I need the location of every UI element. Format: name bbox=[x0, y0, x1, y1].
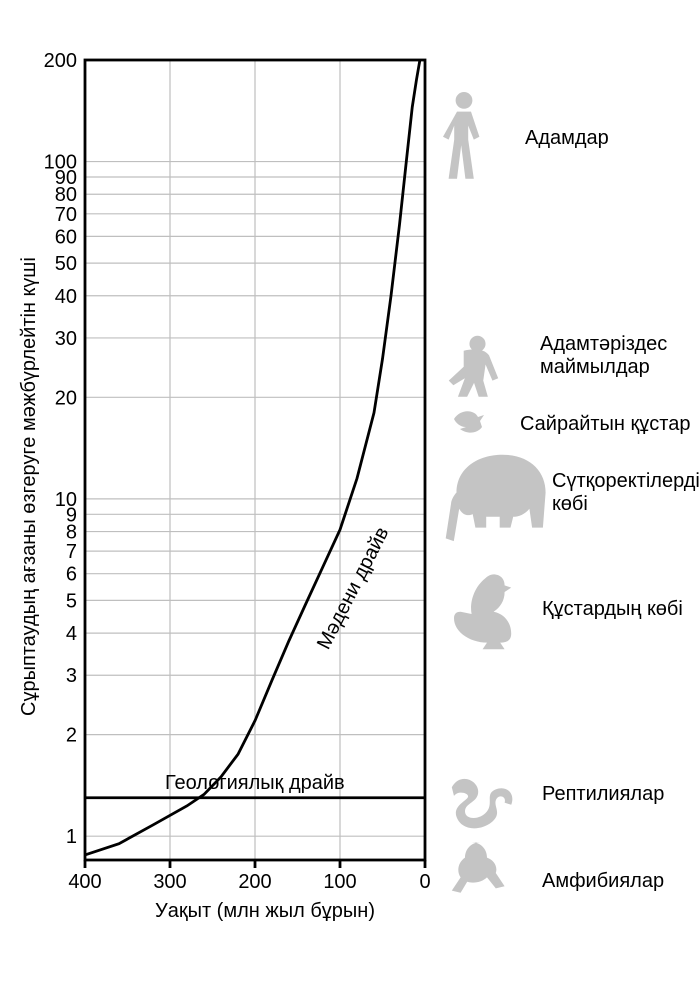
geo-line-label: Геологиялық драйв bbox=[165, 772, 345, 795]
bird-label: Сайрайтын құстар bbox=[520, 413, 690, 436]
snake-label: Рептилиялар bbox=[542, 783, 664, 806]
y-axis-label: Сұрыптаудың ағзаны өзгеруге мәжбүрлейтін… bbox=[18, 257, 41, 716]
bird-icon bbox=[454, 411, 484, 432]
y-tick-label: 4 bbox=[66, 623, 77, 645]
y-tick-label: 3 bbox=[66, 665, 77, 687]
y-tick-label: 30 bbox=[55, 328, 77, 350]
y-tick-label: 5 bbox=[66, 590, 77, 612]
x-tick-label: 300 bbox=[153, 871, 186, 893]
y-tick-label: 1 bbox=[66, 826, 77, 848]
goose-icon bbox=[454, 574, 511, 649]
y-tick-label: 200 bbox=[44, 50, 77, 72]
frog-label: Амфибиялар bbox=[542, 870, 664, 893]
y-tick-label: 60 bbox=[55, 226, 77, 248]
y-tick-label: 40 bbox=[55, 286, 77, 308]
y-tick-label: 7 bbox=[66, 541, 77, 563]
snake-icon bbox=[452, 779, 513, 828]
x-axis-label: Уақыт (млн жыл бұрын) bbox=[155, 900, 375, 923]
ape-label: Адамтәріздесмаймылдар bbox=[540, 333, 667, 379]
x-tick-label: 400 bbox=[68, 871, 101, 893]
x-tick-label: 100 bbox=[323, 871, 356, 893]
y-tick-label: 50 bbox=[55, 253, 77, 275]
human-label: Адамдар bbox=[525, 127, 609, 150]
y-tick-label: 100 bbox=[44, 152, 77, 174]
y-tick-label: 70 bbox=[55, 204, 77, 226]
goose-label: Құстардың көбі bbox=[542, 598, 683, 621]
human-icon bbox=[443, 92, 479, 179]
ape-icon bbox=[449, 336, 498, 397]
x-tick-label: 0 bbox=[419, 871, 430, 893]
elephant-label: Сүтқоректілердіңкөбі bbox=[552, 470, 700, 516]
x-tick-label: 200 bbox=[238, 871, 271, 893]
y-tick-label: 10 bbox=[55, 489, 77, 511]
chart-page: 1234567891020304050607080901002004003002… bbox=[0, 0, 700, 1000]
y-tick-label: 2 bbox=[66, 725, 77, 747]
chart-container: 1234567891020304050607080901002004003002… bbox=[0, 0, 700, 1000]
elephant-icon bbox=[446, 455, 546, 541]
frog-icon bbox=[452, 842, 505, 893]
y-tick-label: 6 bbox=[66, 564, 77, 586]
y-tick-label: 20 bbox=[55, 387, 77, 409]
